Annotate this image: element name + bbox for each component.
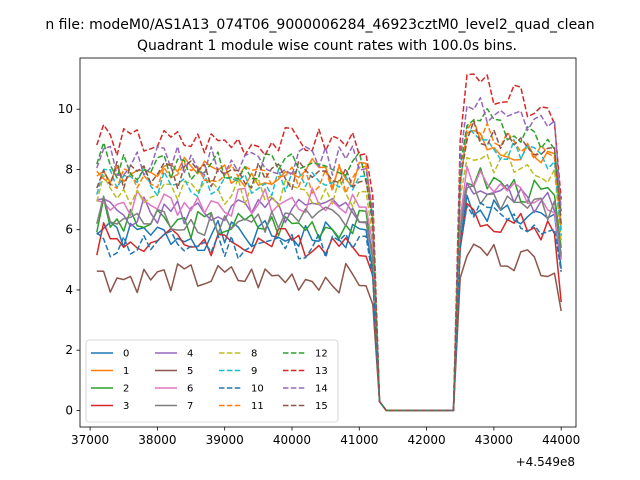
legend-label-12: 12: [315, 349, 328, 360]
legend-label-1: 1: [123, 366, 129, 377]
x-tick-label: 39000: [206, 433, 244, 447]
series-line-7: [96, 184, 562, 412]
legend-label-14: 14: [315, 384, 328, 395]
legend-label-0: 0: [123, 349, 129, 360]
x-tick-label: 43000: [475, 433, 513, 447]
x-tick-label: 38000: [138, 433, 176, 447]
x-offset-label: +4.549e8: [516, 455, 575, 469]
figure-suptitle: n file: modeM0/AS1A13_074T06_9000006284_…: [45, 17, 594, 33]
y-tick-label: 2: [65, 343, 73, 357]
series-line-6: [96, 165, 562, 412]
legend-label-3: 3: [123, 401, 129, 412]
y-tick-label: 8: [65, 162, 73, 176]
y-tick-label: 0: [65, 403, 73, 417]
legend-label-9: 9: [251, 366, 257, 377]
series-line-13: [96, 73, 562, 412]
legend-label-4: 4: [187, 349, 193, 360]
series-line-9: [96, 125, 562, 412]
x-axis: 37000 38000 39000 40000 41000 42000 43000 44000: [71, 427, 580, 447]
legend-label-13: 13: [315, 366, 328, 377]
series-line-11: [96, 118, 562, 412]
legend-label-7: 7: [187, 401, 193, 412]
plot-frame: [79, 57, 577, 428]
series-lines: [96, 73, 562, 412]
legend-label-8: 8: [251, 349, 257, 360]
series-line-14: [96, 96, 562, 412]
x-tick-label: 44000: [542, 433, 580, 447]
legend-label-5: 5: [187, 366, 193, 377]
x-tick-label: 42000: [408, 433, 446, 447]
series-line-10: [96, 201, 562, 412]
legend-label-11: 11: [251, 401, 264, 412]
series-line-8: [96, 151, 562, 412]
legend-label-2: 2: [123, 384, 129, 395]
y-tick-label: 10: [58, 102, 73, 116]
series-line-12: [96, 107, 562, 412]
legend-label-10: 10: [251, 384, 264, 395]
legend-frame: [85, 339, 339, 423]
x-tick-label: 37000: [71, 433, 109, 447]
series-line-0: [96, 194, 562, 412]
x-tick-label: 41000: [340, 433, 378, 447]
chart-title: Quadrant 1 module wise count rates with …: [137, 38, 517, 54]
y-tick-label: 6: [65, 223, 73, 237]
legend-label-6: 6: [187, 384, 193, 395]
x-tick-label: 40000: [273, 433, 311, 447]
y-tick-label: 4: [65, 283, 73, 297]
series-line-5: [96, 243, 562, 412]
legend-label-15: 15: [315, 401, 328, 412]
series-line-15: [96, 120, 562, 412]
y-axis: 0 2 4 6 8 10: [58, 102, 80, 417]
